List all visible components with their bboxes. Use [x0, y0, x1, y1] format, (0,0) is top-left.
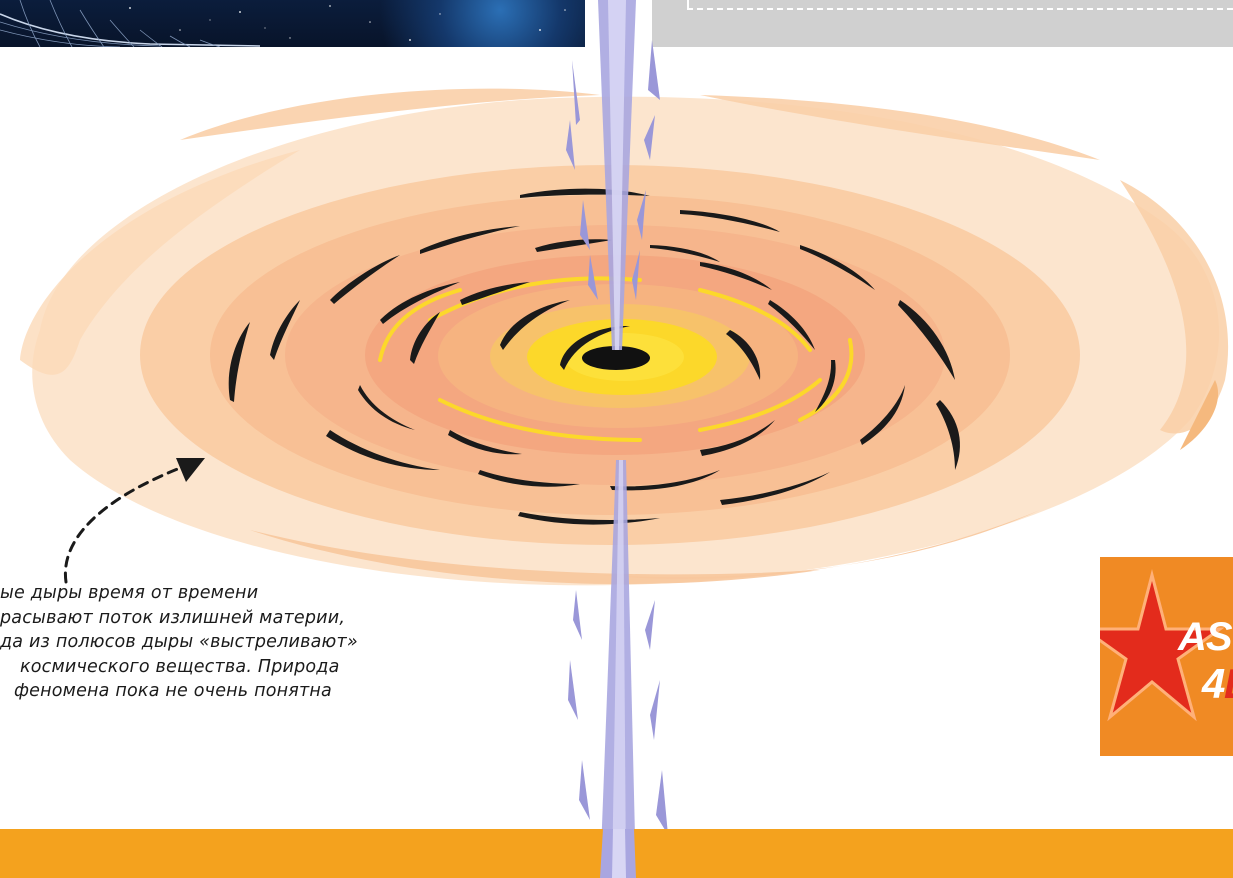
space-photo — [0, 0, 585, 47]
caption: ые дыры время от времени расывают поток … — [0, 581, 470, 704]
jet-upper — [566, 0, 660, 350]
panel-dashed-border-left — [687, 0, 689, 9]
logo-text: AST — [1178, 615, 1233, 659]
black-hole — [582, 346, 650, 370]
space-grid-image — [0, 0, 566, 47]
caption-line-3: да из полюсов дыры «выстреливают» — [0, 632, 358, 652]
dashed-curved-arrow-icon — [63, 458, 205, 584]
panel-dashed-border — [687, 8, 1233, 10]
logo-number-tail: D — [1224, 660, 1233, 708]
star-icon — [1100, 569, 1225, 722]
caption-line-1: ые дыры время от времени — [0, 583, 259, 603]
logo: AST 4 D — [1100, 557, 1233, 756]
logo-number: 4 — [1202, 660, 1226, 707]
disk-dark-streaks — [228, 188, 960, 525]
jet-lower — [568, 460, 668, 878]
caption-line-5: феномена пока не очень понятна — [14, 681, 332, 701]
caption-line-4: космического вещества. Природа — [20, 656, 340, 677]
caption-line-2: расывают поток излишней материи, — [0, 607, 346, 628]
info-panel — [652, 0, 1233, 47]
